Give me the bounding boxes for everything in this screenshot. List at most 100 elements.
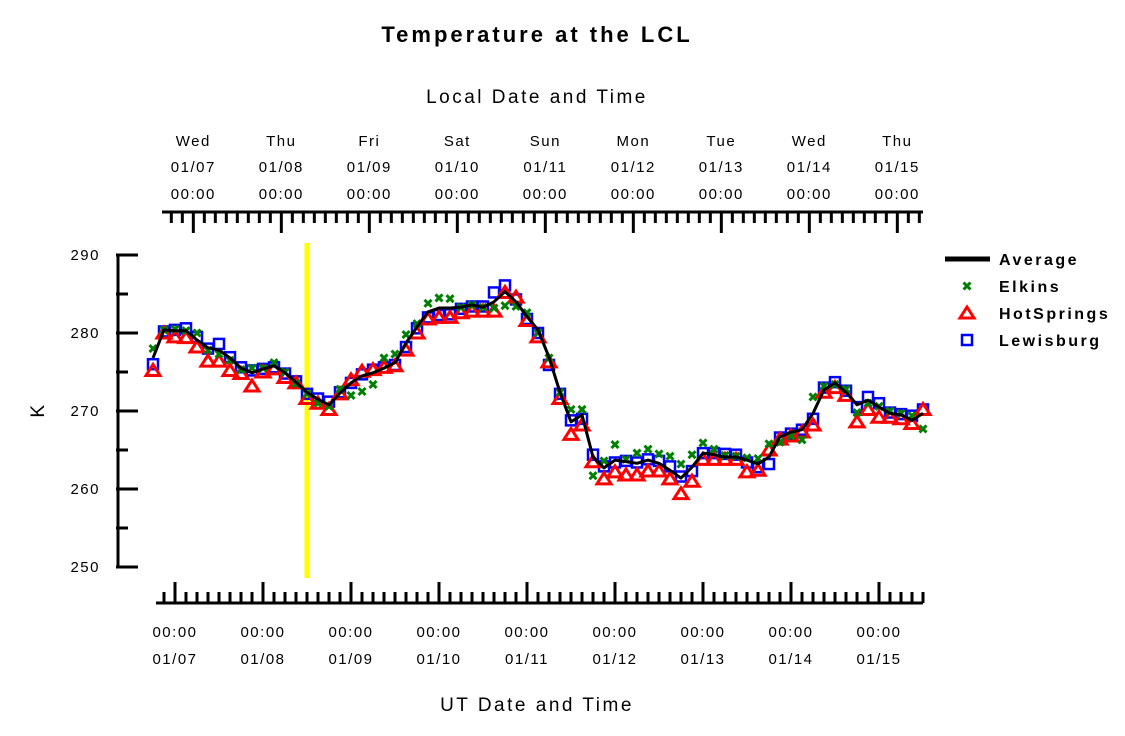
elkins-point <box>852 407 862 418</box>
x-stroke <box>654 449 664 459</box>
y-tick-label: 250 <box>70 559 100 576</box>
x-stroke <box>643 444 653 454</box>
top-tick-date-label: 01/07 <box>171 159 216 176</box>
hotsprings-point <box>462 302 482 318</box>
top-tick-time-label: 00:00 <box>347 186 392 203</box>
hotsprings-point <box>198 352 218 368</box>
top-tick-time-label: 00:00 <box>699 186 744 203</box>
lewisburg-point <box>146 357 160 371</box>
x-stroke <box>599 456 609 466</box>
x-stroke <box>335 384 345 394</box>
x-tick-time-label: 00:00 <box>504 624 549 641</box>
x-tick-time-label: 00:00 <box>680 624 725 641</box>
top-tick-date-label: 01/12 <box>611 159 656 176</box>
top-tick-date-label: 01/08 <box>259 159 304 176</box>
hotsprings-point <box>858 400 878 416</box>
legend-swatch-elkins <box>962 281 972 291</box>
hotsprings-point <box>605 463 625 479</box>
top-tick-day-label: Fri <box>358 133 380 150</box>
x-stroke <box>357 386 367 397</box>
x-stroke <box>918 424 928 434</box>
x-stroke <box>489 303 499 313</box>
elkins-point <box>654 449 664 459</box>
x-tick-date-label: 01/15 <box>856 651 901 668</box>
series-elkins <box>148 293 928 481</box>
x-tick-date-label: 01/07 <box>152 651 197 668</box>
hotsprings-point <box>682 472 702 488</box>
top-tick-day-label: Wed <box>792 133 827 150</box>
hotsprings-point <box>671 484 691 501</box>
x-stroke <box>698 438 708 448</box>
elkins-point <box>764 439 774 449</box>
top-tick-day-label: Thu <box>266 133 296 150</box>
hotsprings-point <box>561 425 581 441</box>
series-layer <box>143 279 933 501</box>
elkins-point <box>808 392 818 402</box>
x-stroke <box>225 355 235 365</box>
x-stroke <box>368 379 378 390</box>
top-axis-title: Local Date and Time <box>426 87 648 108</box>
x-stroke <box>401 329 411 340</box>
series-hotsprings <box>143 283 933 501</box>
x-stroke <box>588 471 598 481</box>
x-stroke <box>753 454 763 464</box>
lewisburg-point <box>729 448 743 461</box>
top-tick-date-label: 01/15 <box>875 159 920 176</box>
elkins-point <box>577 404 587 415</box>
hotsprings-point <box>286 374 306 390</box>
elkins-point <box>423 298 433 308</box>
hotsprings-point <box>429 308 449 324</box>
hotsprings-point <box>165 328 185 344</box>
top-tick-date-label: 01/11 <box>523 159 567 176</box>
x-tick-date-label: 01/10 <box>416 651 461 668</box>
elkins-point <box>368 379 378 390</box>
hotsprings-point <box>880 408 900 424</box>
legend-label: Average <box>999 252 1079 269</box>
x-stroke <box>192 328 202 338</box>
hotsprings-point <box>748 461 768 477</box>
hotsprings-point <box>902 414 922 430</box>
elkins-point <box>643 444 653 454</box>
elkins-point <box>357 386 367 397</box>
legend-label: Elkins <box>999 279 1061 296</box>
chart-title: Temperature at the LCL <box>381 22 692 47</box>
x-stroke <box>797 435 807 445</box>
elkins-point <box>687 450 697 460</box>
x-tick-time-label: 00:00 <box>592 624 637 641</box>
x-stroke <box>808 392 818 402</box>
top-tick-time-label: 00:00 <box>787 186 832 203</box>
hotsprings-point <box>242 377 262 393</box>
top-tick-time-label: 00:00 <box>875 186 920 203</box>
x-tick-date-label: 01/08 <box>240 651 285 668</box>
legend-swatch-lewisburg <box>960 333 974 347</box>
elkins-point <box>632 448 642 458</box>
x-stroke <box>148 344 158 354</box>
lewisburg-point <box>586 448 600 461</box>
lewisburg-point <box>828 375 842 389</box>
hotsprings-point <box>451 303 471 320</box>
hotsprings-point <box>704 450 724 466</box>
series-lewisburg <box>146 279 930 483</box>
x-stroke <box>819 381 829 391</box>
elkins-point <box>918 424 928 434</box>
top-tick-day-label: Thu <box>882 133 912 150</box>
x-stroke <box>423 298 433 308</box>
elkins-point <box>676 459 686 469</box>
x-stroke <box>786 431 796 441</box>
hotsprings-point <box>220 361 240 377</box>
hotsprings-point <box>297 389 317 406</box>
top-tick-day-label: Sat <box>444 133 471 150</box>
x-tick-date-label: 01/09 <box>328 651 373 668</box>
legend: Average Elkins HotSprings Lewisburg <box>945 252 1108 350</box>
x-stroke <box>445 294 455 304</box>
x-tick-time-label: 00:00 <box>768 624 813 641</box>
elkins-point <box>588 471 598 481</box>
top-tick-time-label: 00:00 <box>435 186 480 203</box>
x-stroke <box>709 444 719 454</box>
top-tick-day-label: Mon <box>616 133 650 150</box>
x-stroke <box>577 404 587 415</box>
x-stroke <box>390 349 400 359</box>
top-tick-date-label: 01/14 <box>787 159 832 176</box>
x-tick-date-label: 01/14 <box>768 651 813 668</box>
x-stroke <box>852 407 862 418</box>
